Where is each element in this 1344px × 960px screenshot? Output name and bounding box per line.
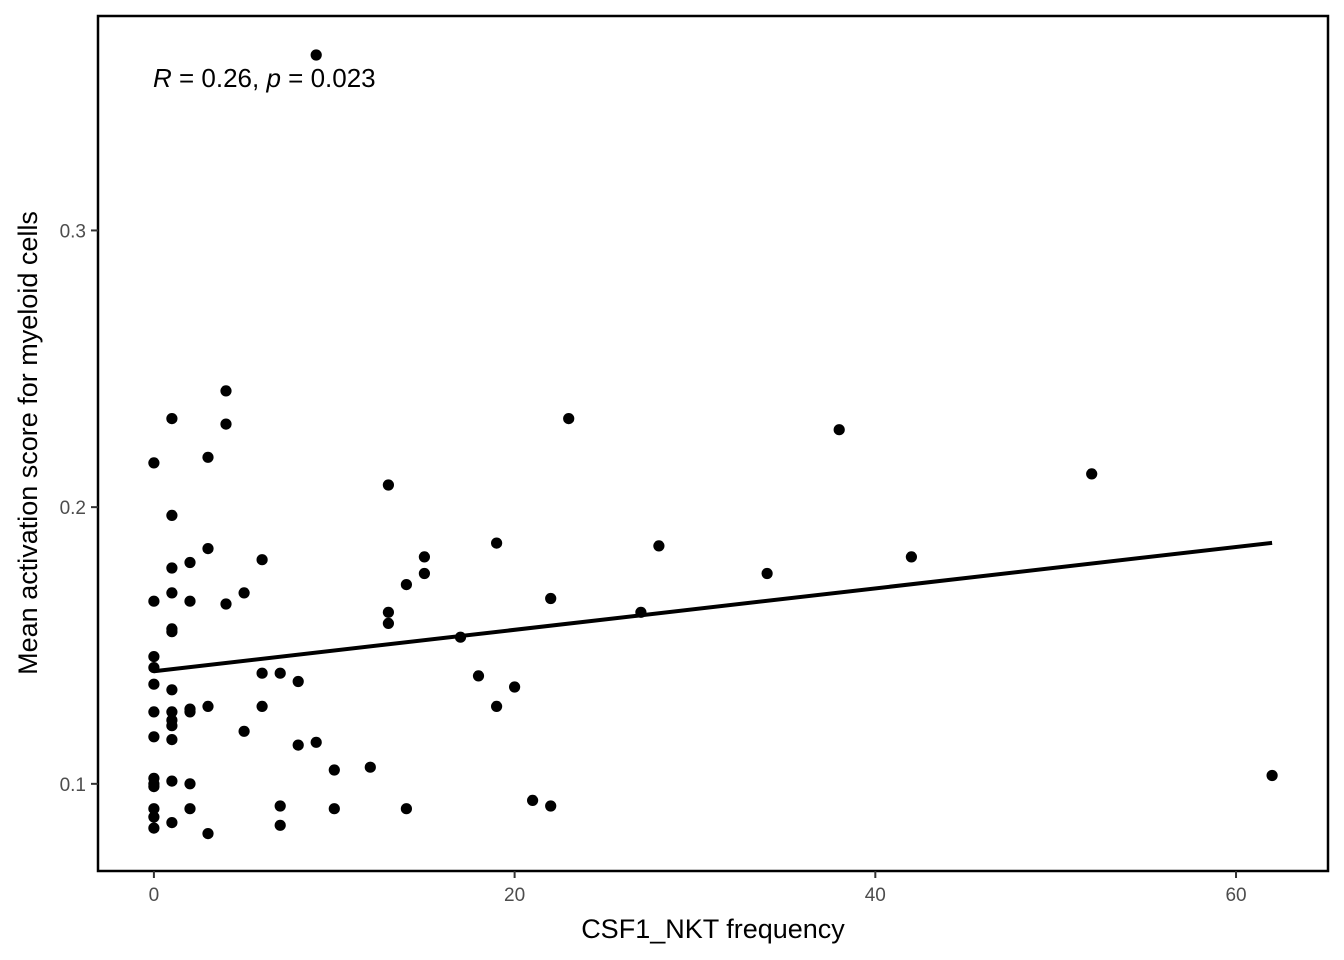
data-point xyxy=(833,424,845,436)
data-point xyxy=(166,626,178,638)
data-point xyxy=(256,667,268,679)
data-point xyxy=(148,678,160,690)
r-symbol: R xyxy=(153,63,172,93)
x-axis: 0 20 40 60 xyxy=(149,871,1247,906)
data-point xyxy=(202,700,214,713)
data-point xyxy=(166,720,178,732)
data-point xyxy=(148,651,160,663)
y-tick-label: 0.1 xyxy=(60,775,86,796)
data-point xyxy=(166,587,178,599)
data-point xyxy=(202,451,214,463)
data-point xyxy=(905,551,918,563)
data-point xyxy=(472,670,485,682)
data-point xyxy=(328,803,340,815)
data-point xyxy=(184,706,196,718)
x-tick-label: 40 xyxy=(865,885,886,906)
data-point xyxy=(256,554,268,566)
data-point xyxy=(527,794,539,807)
data-points xyxy=(148,49,1278,840)
data-point xyxy=(148,781,160,793)
data-point xyxy=(761,567,773,580)
data-point xyxy=(184,778,196,790)
data-point xyxy=(184,595,196,607)
data-point xyxy=(148,803,160,815)
data-point xyxy=(292,739,304,751)
data-point xyxy=(148,706,160,718)
data-point xyxy=(382,479,394,491)
plot-panel-border xyxy=(96,14,1330,873)
data-point xyxy=(148,811,160,823)
correlation-annotation: R = 0.26, p = 0.023 xyxy=(153,63,376,93)
data-point xyxy=(184,803,196,815)
data-point xyxy=(563,413,575,425)
data-point xyxy=(166,684,178,696)
data-point xyxy=(491,537,503,549)
data-point xyxy=(166,706,178,718)
data-point xyxy=(545,592,557,605)
p-symbol: p xyxy=(265,63,280,93)
data-point xyxy=(166,509,178,521)
data-point xyxy=(148,595,160,607)
data-point xyxy=(274,667,286,679)
x-axis-title: CSF1_NKT frequency xyxy=(581,914,845,944)
r-value: = 0.26, xyxy=(172,63,267,93)
data-point xyxy=(148,822,160,834)
data-point xyxy=(238,725,250,737)
trend-line-group xyxy=(153,540,1273,674)
data-point xyxy=(310,736,322,748)
data-point xyxy=(148,731,160,743)
data-point xyxy=(166,817,178,829)
y-tick-label: 0.2 xyxy=(60,498,86,519)
data-point xyxy=(328,764,340,776)
y-tick-label: 0.3 xyxy=(60,221,86,242)
data-point xyxy=(382,617,394,630)
data-point xyxy=(256,700,268,713)
trend-line xyxy=(153,540,1273,674)
data-point xyxy=(274,819,286,831)
data-point xyxy=(653,540,665,552)
x-tick-label: 60 xyxy=(1225,885,1246,906)
data-point xyxy=(418,551,430,563)
data-point xyxy=(1086,468,1098,480)
data-point xyxy=(202,828,214,840)
data-point xyxy=(184,556,196,569)
data-point xyxy=(166,775,178,787)
data-point xyxy=(400,803,412,815)
data-point xyxy=(238,587,250,599)
data-point xyxy=(220,418,232,430)
data-point xyxy=(508,681,521,693)
y-axis: 0.1 0.2 0.3 xyxy=(60,221,98,796)
data-point xyxy=(292,675,304,688)
data-point xyxy=(220,385,232,397)
data-point xyxy=(364,761,376,773)
data-point xyxy=(1266,769,1278,782)
data-point xyxy=(166,734,178,746)
y-axis-title: Mean activation score for myeloid cells xyxy=(13,211,43,675)
data-point xyxy=(418,567,430,580)
data-point xyxy=(491,700,503,713)
x-tick-label: 0 xyxy=(149,885,160,906)
p-value: = 0.023 xyxy=(281,63,376,93)
data-point xyxy=(274,800,286,812)
data-point xyxy=(148,457,160,469)
data-point xyxy=(166,562,178,574)
data-point xyxy=(382,606,394,618)
data-point xyxy=(310,49,322,61)
data-point xyxy=(202,543,214,555)
x-tick-label: 20 xyxy=(504,885,525,906)
data-point xyxy=(220,598,232,610)
data-point xyxy=(400,579,412,591)
data-point xyxy=(166,413,178,425)
data-point xyxy=(545,800,557,812)
